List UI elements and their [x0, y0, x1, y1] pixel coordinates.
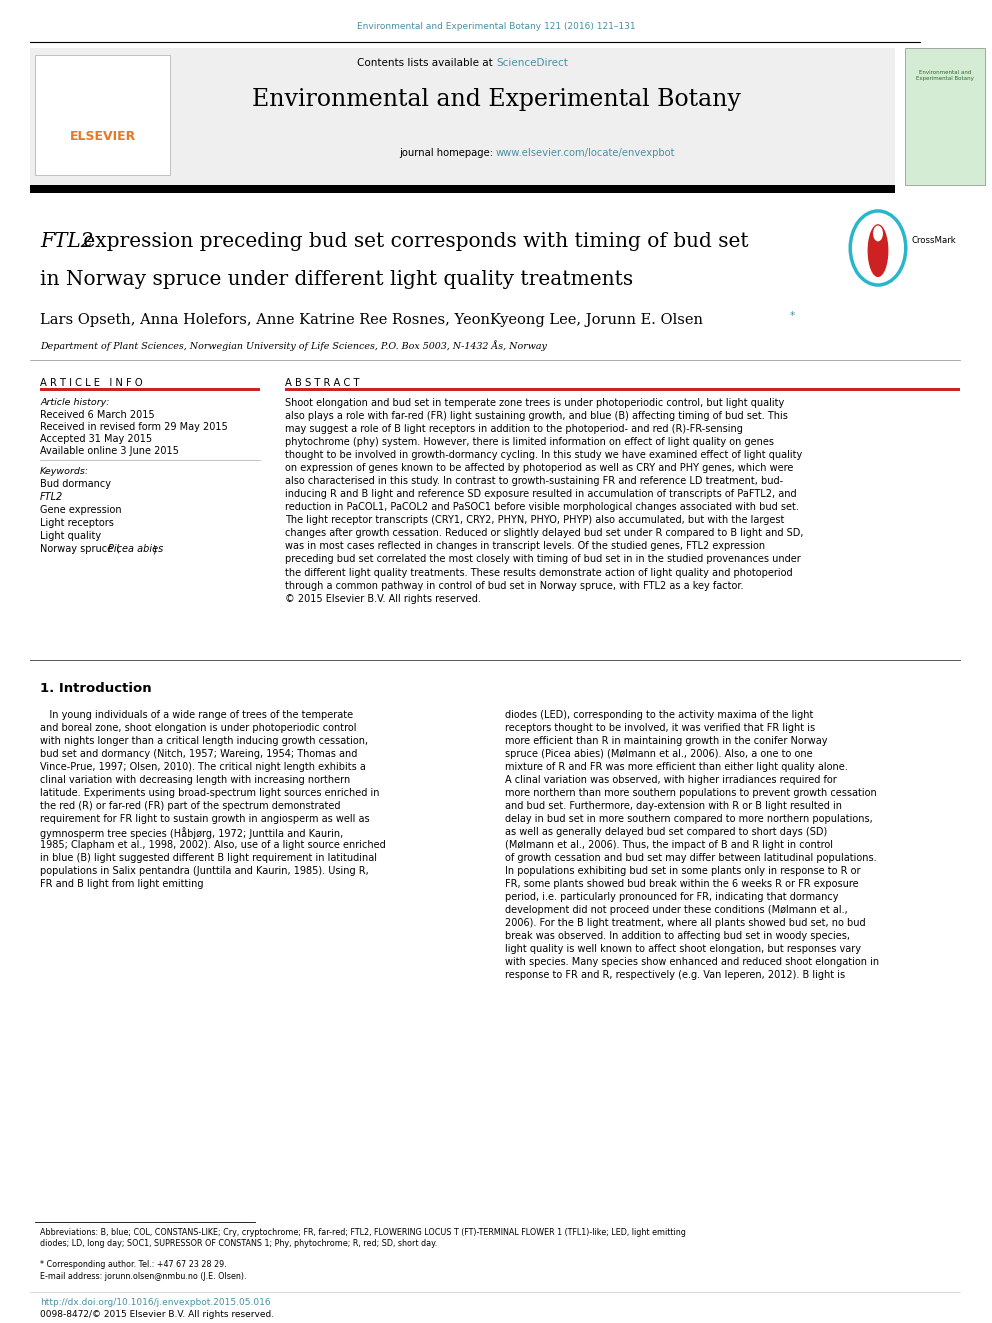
Text: Received in revised form 29 May 2015: Received in revised form 29 May 2015 [40, 422, 228, 433]
Text: Norway spruce (: Norway spruce ( [40, 544, 120, 554]
Text: the red (R) or far-red (FR) part of the spectrum demonstrated: the red (R) or far-red (FR) part of the … [40, 800, 340, 811]
Text: A R T I C L E   I N F O: A R T I C L E I N F O [40, 378, 143, 388]
Text: with nights longer than a critical length inducing growth cessation,: with nights longer than a critical lengt… [40, 736, 368, 746]
Text: (Mølmann et al., 2006). Thus, the impact of B and R light in control: (Mølmann et al., 2006). Thus, the impact… [505, 840, 833, 849]
FancyBboxPatch shape [285, 388, 960, 392]
Text: and boreal zone, shoot elongation is under photoperiodic control: and boreal zone, shoot elongation is und… [40, 722, 356, 733]
Text: expression preceding bud set corresponds with timing of bud set: expression preceding bud set corresponds… [77, 232, 749, 251]
Text: Environmental and Experimental Botany 121 (2016) 121–131: Environmental and Experimental Botany 12… [357, 22, 635, 30]
Text: ELSEVIER: ELSEVIER [69, 130, 136, 143]
Text: more northern than more southern populations to prevent growth cessation: more northern than more southern populat… [505, 789, 877, 798]
Text: In young individuals of a wide range of trees of the temperate: In young individuals of a wide range of … [40, 710, 353, 720]
Ellipse shape [868, 224, 889, 277]
Text: response to FR and R, respectively (e.g. Van Ieperen, 2012). B light is: response to FR and R, respectively (e.g.… [505, 970, 845, 980]
Text: more efficient than R in maintaining growth in the conifer Norway: more efficient than R in maintaining gro… [505, 736, 827, 746]
Text: and bud set. Furthermore, day-extension with R or B light resulted in: and bud set. Furthermore, day-extension … [505, 800, 842, 811]
Text: in Norway spruce under different light quality treatments: in Norway spruce under different light q… [40, 270, 633, 288]
Text: spruce (Picea abies) (Mølmann et al., 2006). Also, a one to one: spruce (Picea abies) (Mølmann et al., 20… [505, 749, 812, 759]
Text: light quality is well known to affect shoot elongation, but responses vary: light quality is well known to affect sh… [505, 945, 861, 954]
Text: break was observed. In addition to affecting bud set in woody species,: break was observed. In addition to affec… [505, 931, 850, 941]
Text: Gene expression: Gene expression [40, 505, 122, 515]
Text: Keywords:: Keywords: [40, 467, 89, 476]
Text: Received 6 March 2015: Received 6 March 2015 [40, 410, 155, 419]
FancyBboxPatch shape [905, 48, 985, 185]
Text: FR and B light from light emitting: FR and B light from light emitting [40, 878, 203, 889]
Text: A B S T R A C T: A B S T R A C T [285, 378, 359, 388]
Text: Department of Plant Sciences, Norwegian University of Life Sciences, P.O. Box 50: Department of Plant Sciences, Norwegian … [40, 340, 547, 351]
Text: 1985; Clapham et al., 1998, 2002). Also, use of a light source enriched: 1985; Clapham et al., 1998, 2002). Also,… [40, 840, 386, 849]
Text: development did not proceed under these conditions (Mølmann et al.,: development did not proceed under these … [505, 905, 848, 916]
Text: 0098-8472/© 2015 Elsevier B.V. All rights reserved.: 0098-8472/© 2015 Elsevier B.V. All right… [40, 1310, 274, 1319]
Text: Environmental and Experimental Botany: Environmental and Experimental Botany [252, 89, 740, 111]
FancyBboxPatch shape [30, 48, 895, 185]
Text: 1. Introduction: 1. Introduction [40, 681, 152, 695]
Text: FR, some plants showed bud break within the 6 weeks R or FR exposure: FR, some plants showed bud break within … [505, 878, 859, 889]
Text: of growth cessation and bud set may differ between latitudinal populations.: of growth cessation and bud set may diff… [505, 853, 877, 863]
Text: *: * [790, 311, 796, 321]
Text: period, i.e. particularly pronounced for FR, indicating that dormancy: period, i.e. particularly pronounced for… [505, 892, 838, 902]
Text: Bud dormancy: Bud dormancy [40, 479, 111, 490]
FancyBboxPatch shape [40, 388, 260, 392]
Text: FTL2: FTL2 [40, 492, 63, 501]
Text: www.elsevier.com/locate/envexpbot: www.elsevier.com/locate/envexpbot [496, 148, 676, 157]
Text: Abbreviations: B, blue; COL, CONSTANS-LIKE; Cry, cryptochrome; FR, far-red; FTL2: Abbreviations: B, blue; COL, CONSTANS-LI… [40, 1228, 685, 1249]
Text: with species. Many species show enhanced and reduced shoot elongation in: with species. Many species show enhanced… [505, 957, 879, 967]
Text: Vince-Prue, 1997; Olsen, 2010). The critical night length exhibits a: Vince-Prue, 1997; Olsen, 2010). The crit… [40, 762, 366, 773]
Text: http://dx.doi.org/10.1016/j.envexpbot.2015.05.016: http://dx.doi.org/10.1016/j.envexpbot.20… [40, 1298, 271, 1307]
Text: CrossMark: CrossMark [912, 235, 956, 245]
Text: journal homepage:: journal homepage: [399, 148, 496, 157]
Text: bud set and dormancy (Nitch, 1957; Wareing, 1954; Thomas and: bud set and dormancy (Nitch, 1957; Warei… [40, 749, 357, 759]
Text: In populations exhibiting bud set in some plants only in response to R or: In populations exhibiting bud set in som… [505, 867, 860, 876]
Text: populations in Salix pentandra (Junttila and Kaurin, 1985). Using R,: populations in Salix pentandra (Junttila… [40, 867, 369, 876]
Text: E-mail address: jorunn.olsen@nmbu.no (J.E. Olsen).: E-mail address: jorunn.olsen@nmbu.no (J.… [40, 1271, 246, 1281]
FancyBboxPatch shape [35, 56, 170, 175]
Text: Light quality: Light quality [40, 531, 101, 541]
Text: delay in bud set in more southern compared to more northern populations,: delay in bud set in more southern compar… [505, 814, 873, 824]
Text: clinal variation with decreasing length with increasing northern: clinal variation with decreasing length … [40, 775, 350, 785]
Text: Light receptors: Light receptors [40, 519, 114, 528]
Text: Article history:: Article history: [40, 398, 109, 407]
Text: Lars Opseth, Anna Holefors, Anne Katrine Ree Rosnes, YeonKyeong Lee, Jorunn E. O: Lars Opseth, Anna Holefors, Anne Katrine… [40, 314, 703, 327]
Text: mixture of R and FR was more efficient than either light quality alone.: mixture of R and FR was more efficient t… [505, 762, 848, 773]
Text: gymnosperm tree species (Håbjørg, 1972; Junttila and Kaurin,: gymnosperm tree species (Håbjørg, 1972; … [40, 827, 343, 839]
Text: A clinal variation was observed, with higher irradiances required for: A clinal variation was observed, with hi… [505, 775, 836, 785]
Text: ScienceDirect: ScienceDirect [496, 58, 567, 67]
Text: Picea abies: Picea abies [108, 544, 164, 554]
Text: Shoot elongation and bud set in temperate zone trees is under photoperiodic cont: Shoot elongation and bud set in temperat… [285, 398, 804, 603]
Text: in blue (B) light suggested different B light requirement in latitudinal: in blue (B) light suggested different B … [40, 853, 377, 863]
Text: Environmental and
Experimental Botany: Environmental and Experimental Botany [916, 70, 974, 81]
Text: requirement for FR light to sustain growth in angiosperm as well as: requirement for FR light to sustain grow… [40, 814, 370, 824]
Text: * Corresponding author. Tel.: +47 67 23 28 29.: * Corresponding author. Tel.: +47 67 23 … [40, 1259, 227, 1269]
Text: latitude. Experiments using broad-spectrum light sources enriched in: latitude. Experiments using broad-spectr… [40, 789, 380, 798]
Text: 2006). For the B light treatment, where all plants showed bud set, no bud: 2006). For the B light treatment, where … [505, 918, 866, 927]
Text: Available online 3 June 2015: Available online 3 June 2015 [40, 446, 179, 456]
Ellipse shape [873, 225, 883, 241]
Text: diodes (LED), corresponding to the activity maxima of the light: diodes (LED), corresponding to the activ… [505, 710, 813, 720]
Text: Contents lists available at: Contents lists available at [357, 58, 496, 67]
FancyBboxPatch shape [30, 185, 895, 193]
Text: Accepted 31 May 2015: Accepted 31 May 2015 [40, 434, 152, 445]
Text: receptors thought to be involved, it was verified that FR light is: receptors thought to be involved, it was… [505, 722, 815, 733]
Text: FTL2: FTL2 [40, 232, 93, 251]
Text: ): ) [152, 544, 156, 554]
Text: as well as generally delayed bud set compared to short days (SD): as well as generally delayed bud set com… [505, 827, 827, 837]
